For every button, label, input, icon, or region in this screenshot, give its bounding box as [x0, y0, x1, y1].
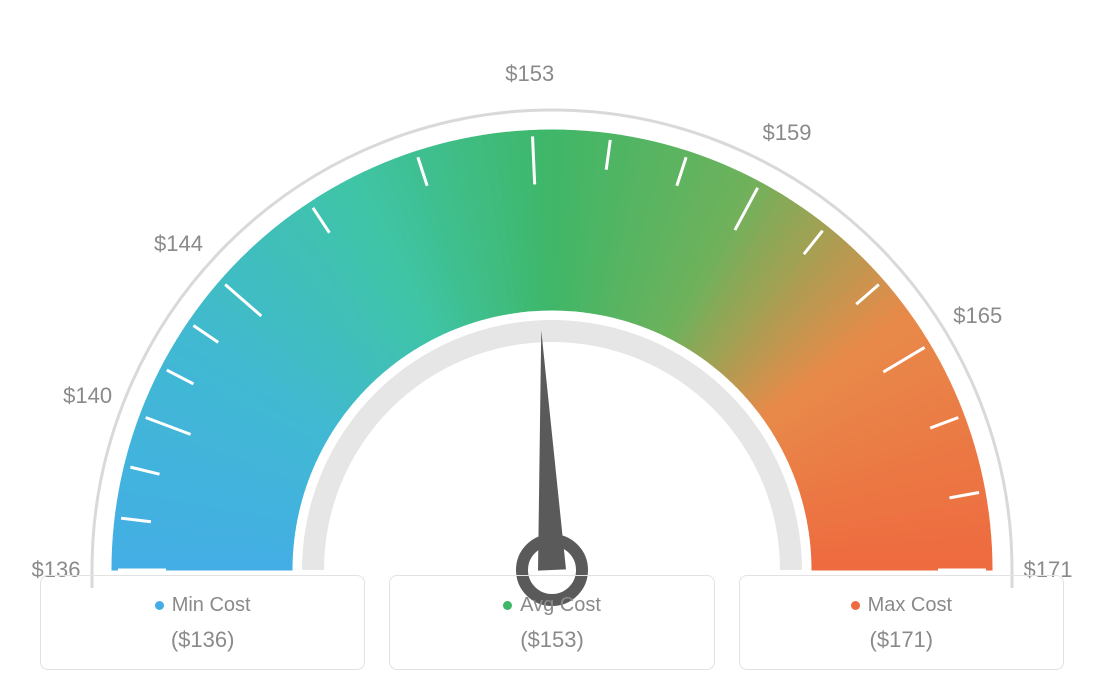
legend-title-avg: Avg Cost	[400, 594, 703, 617]
legend-label-avg: Avg Cost	[520, 594, 601, 616]
gauge-tick-label: $165	[953, 303, 1002, 329]
gauge-svg	[12, 50, 1092, 650]
legend-card-max: Max Cost ($171)	[739, 575, 1064, 670]
legend-value-max: ($171)	[750, 627, 1053, 653]
legend-title-min: Min Cost	[51, 594, 354, 617]
legend-dot-max	[851, 601, 860, 610]
legend-card-min: Min Cost ($136)	[40, 575, 365, 670]
legend-label-max: Max Cost	[868, 594, 952, 616]
legend-card-avg: Avg Cost ($153)	[389, 575, 714, 670]
legend-value-avg: ($153)	[400, 627, 703, 653]
gauge-tick-label: $153	[505, 61, 554, 87]
gauge-chart: $136$140$144$153$159$165$171	[0, 0, 1104, 560]
legend-row: Min Cost ($136) Avg Cost ($153) Max Cost…	[0, 575, 1104, 670]
gauge-tick-label: $144	[154, 231, 203, 257]
gauge-tick-label: $140	[63, 383, 112, 409]
legend-title-max: Max Cost	[750, 594, 1053, 617]
gauge-tick-label: $159	[763, 120, 812, 146]
legend-value-min: ($136)	[51, 627, 354, 653]
legend-dot-min	[155, 601, 164, 610]
legend-label-min: Min Cost	[172, 594, 251, 616]
legend-dot-avg	[503, 601, 512, 610]
